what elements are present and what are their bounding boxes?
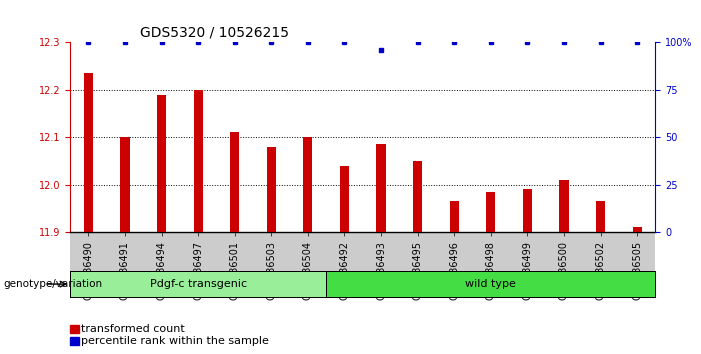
Bar	[596, 201, 605, 232]
Bar	[157, 95, 166, 232]
Text: transformed count: transformed count	[81, 324, 185, 334]
Bar	[523, 189, 532, 232]
Bar	[84, 73, 93, 232]
Text: wild type: wild type	[465, 279, 516, 289]
Bar	[413, 161, 422, 232]
Bar	[230, 132, 239, 232]
Bar	[632, 227, 641, 232]
Bar	[70, 271, 326, 297]
Text: percentile rank within the sample: percentile rank within the sample	[81, 336, 269, 346]
Text: genotype/variation: genotype/variation	[4, 279, 102, 289]
Bar	[340, 166, 349, 232]
Bar	[376, 144, 386, 232]
Bar	[267, 147, 276, 232]
Bar	[121, 137, 130, 232]
Bar	[486, 192, 496, 232]
Text: GDS5320 / 10526215: GDS5320 / 10526215	[140, 26, 290, 40]
Text: Pdgf-c transgenic: Pdgf-c transgenic	[149, 279, 247, 289]
Bar	[193, 90, 203, 232]
Bar	[449, 201, 458, 232]
Bar	[326, 271, 655, 297]
Bar	[559, 180, 569, 232]
Bar	[304, 137, 313, 232]
